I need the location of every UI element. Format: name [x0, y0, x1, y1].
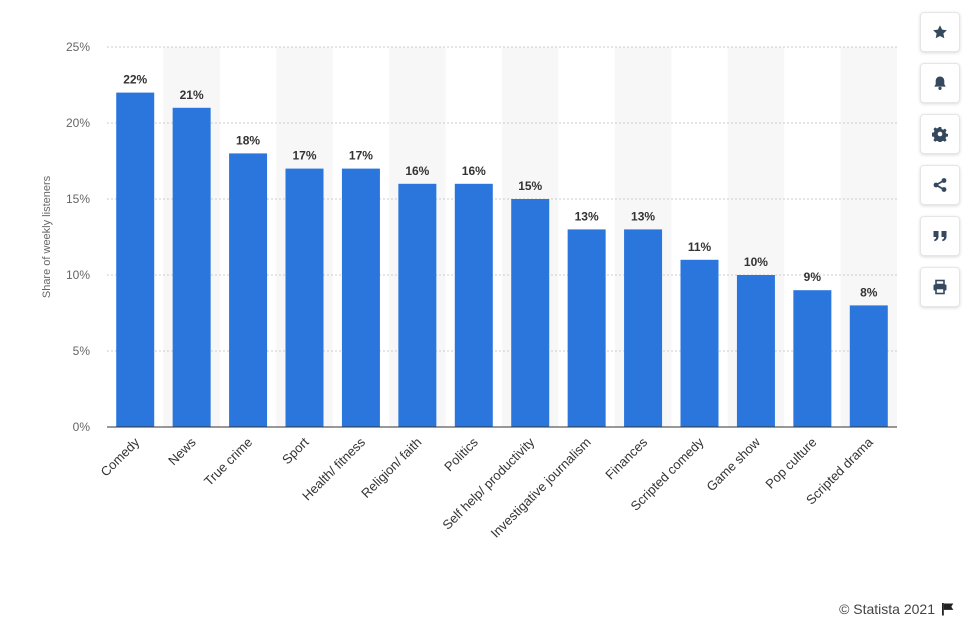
category-label: True crime — [201, 435, 255, 489]
data-labels: 22% 21% 18% 17% 17% 16% 16% 15% 13% 13% 11% 10% 9% 8% — [123, 73, 878, 300]
y-tick-label: 5% — [73, 344, 91, 358]
copyright-text[interactable]: © Statista 2021 — [839, 601, 935, 617]
sidebar-toolbar — [920, 12, 962, 318]
data-label: 16% — [405, 164, 429, 178]
y-axis-title: Share of weekly listeners — [41, 175, 53, 298]
bar[interactable] — [341, 168, 380, 427]
bar[interactable] — [849, 305, 888, 427]
print-button[interactable] — [920, 267, 960, 307]
category-label: Investigative journalism — [488, 435, 594, 541]
data-label: 13% — [631, 209, 655, 223]
data-label: 18% — [236, 133, 260, 147]
share-button[interactable] — [920, 165, 960, 205]
category-label: Sport — [279, 434, 312, 467]
data-label: 17% — [292, 149, 316, 163]
bars — [116, 92, 888, 428]
category-label: Comedy — [97, 434, 142, 479]
footer-credit: © Statista 2021 — [839, 601, 955, 617]
favorite-button[interactable] — [920, 12, 960, 52]
category-label: Self help/ productivity — [439, 434, 537, 532]
quote-icon — [933, 231, 947, 242]
y-axis-ticks: 0% 5% 10% 15% 20% 25% — [66, 40, 90, 434]
data-label: 8% — [860, 285, 878, 299]
bar[interactable] — [285, 168, 324, 427]
share-icon — [933, 178, 947, 192]
bar[interactable] — [736, 275, 775, 427]
bar[interactable] — [116, 92, 155, 427]
y-tick-label: 15% — [66, 192, 90, 206]
category-label: Religion/ faith — [358, 435, 424, 501]
category-label: News — [165, 434, 199, 468]
y-tick-label: 25% — [66, 40, 90, 54]
data-label: 22% — [123, 73, 147, 87]
bar[interactable] — [567, 229, 606, 427]
bar[interactable] — [680, 259, 719, 427]
bar[interactable] — [793, 290, 832, 427]
bar-chart: 0% 5% 10% 15% 20% 25% Comedy News True crime Spo… — [41, 40, 897, 541]
data-label: 17% — [349, 149, 373, 163]
data-label: 21% — [180, 88, 204, 102]
category-label: Game show — [703, 434, 763, 494]
settings-button[interactable] — [920, 114, 960, 154]
category-label: Finances — [602, 434, 650, 482]
y-tick-label: 0% — [73, 420, 91, 434]
bar[interactable] — [511, 199, 550, 427]
category-label: Pop culture — [762, 435, 819, 492]
data-label: 11% — [688, 240, 712, 254]
bell-icon — [934, 76, 946, 90]
flag-icon[interactable] — [941, 602, 955, 616]
bar[interactable] — [398, 183, 437, 427]
bar[interactable] — [172, 107, 211, 428]
cite-button[interactable] — [920, 216, 960, 256]
category-label: Politics — [441, 434, 481, 474]
bar[interactable] — [454, 183, 493, 427]
gear-icon — [932, 127, 948, 142]
bar[interactable] — [624, 229, 663, 427]
star-icon — [933, 25, 947, 39]
data-label: 9% — [804, 270, 822, 284]
y-tick-label: 20% — [66, 116, 90, 130]
data-label: 16% — [462, 164, 486, 178]
y-tick-label: 10% — [66, 268, 90, 282]
bar[interactable] — [229, 153, 268, 427]
data-label: 15% — [518, 179, 542, 193]
data-label: 13% — [575, 209, 599, 223]
notification-button[interactable] — [920, 63, 960, 103]
data-label: 10% — [744, 255, 768, 269]
print-icon — [933, 279, 947, 295]
